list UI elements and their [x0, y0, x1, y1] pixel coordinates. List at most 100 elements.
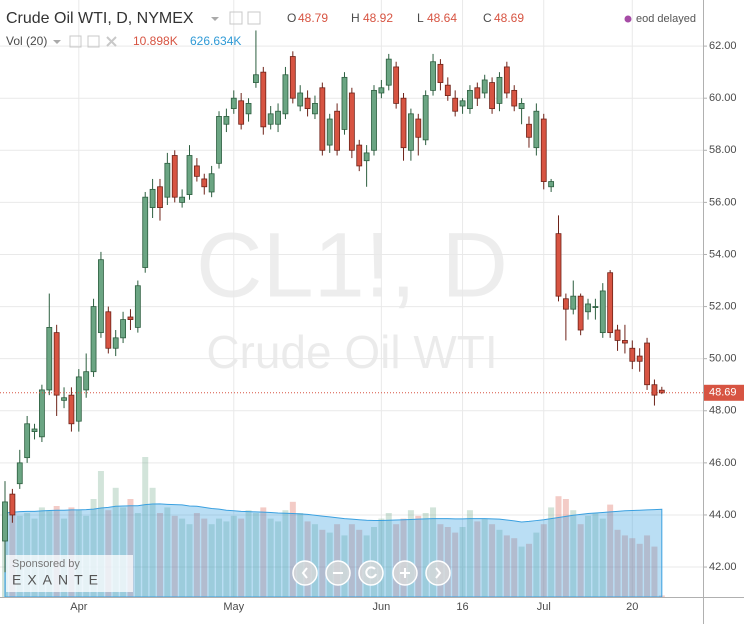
scroll-left-button[interactable] [292, 560, 318, 586]
volume-bar [201, 518, 208, 597]
candle-body [16, 462, 23, 485]
volume-bar [621, 535, 628, 597]
dropdown-icon[interactable] [211, 17, 219, 21]
volume-bar [142, 457, 149, 597]
volume-bar [186, 524, 193, 597]
volume-bar [548, 507, 555, 597]
scroll-right-button[interactable] [425, 560, 451, 586]
candle-body [533, 110, 540, 149]
candle-body [407, 113, 414, 151]
candle-body [629, 347, 636, 362]
y-tick-label: 42.00 [709, 561, 737, 573]
y-tick-label: 46.00 [709, 457, 737, 469]
x-tick-label: Jul [537, 601, 551, 613]
volume-bar [348, 524, 355, 597]
open-letter: O [287, 11, 296, 25]
volume-bar [134, 513, 141, 597]
volume-bar [607, 504, 614, 597]
volume-bar [489, 524, 496, 597]
candle-body [326, 118, 333, 146]
sponsor-box[interactable] [6, 555, 133, 592]
format-icon[interactable] [247, 11, 261, 25]
candle-body [459, 100, 466, 107]
candle-body [452, 97, 459, 112]
candle-body [275, 110, 281, 125]
volume-bar [275, 521, 282, 597]
candle-body [164, 162, 171, 198]
candle-body [437, 63, 444, 83]
candle-body [120, 319, 126, 339]
volume-bar [46, 510, 53, 597]
overlay: Sponsored by EXANTE [6, 555, 451, 592]
volume-title: Vol (20) [6, 34, 47, 48]
reset-button[interactable] [358, 560, 384, 586]
eye-icon[interactable] [69, 35, 82, 48]
last-price-tag [704, 384, 744, 401]
x-tick-label: 20 [626, 601, 638, 613]
candle-body [127, 316, 134, 320]
y-tick-label: 56.00 [709, 196, 737, 208]
candle-body [577, 295, 584, 331]
volume-bar [393, 524, 400, 597]
candle-body [46, 327, 53, 391]
volume-bar [496, 529, 503, 597]
candle-body [105, 311, 112, 349]
volume-bar [193, 513, 200, 597]
candle-body [142, 196, 149, 268]
volume-bar [577, 524, 584, 597]
candle-body [481, 79, 488, 94]
volume-bar [164, 507, 171, 597]
candle-body [2, 501, 8, 542]
y-tick-label: 50.00 [709, 353, 737, 365]
volume-bar [533, 532, 540, 597]
candle-body [267, 113, 274, 125]
close-icon[interactable] [106, 36, 117, 47]
volume-bar [511, 538, 518, 597]
low-letter: L [417, 11, 424, 25]
candle-body [622, 340, 628, 344]
candle-body [39, 389, 45, 438]
y-tick-label: 60.00 [709, 92, 737, 104]
high-letter: H [351, 11, 360, 25]
candle-layer [0, 30, 703, 573]
candle-body [548, 181, 555, 188]
candle-body [201, 178, 208, 188]
candle-body [304, 97, 311, 110]
volume-bar [430, 507, 437, 597]
candle-body [400, 97, 407, 149]
y-tick-label: 58.00 [709, 144, 737, 156]
volume-bar [592, 513, 599, 597]
candle-body [149, 188, 156, 208]
candle-body [378, 87, 385, 94]
low-value: 48.64 [427, 11, 457, 25]
volume-bar [260, 507, 267, 597]
dropdown-icon[interactable] [53, 40, 61, 44]
candle-body [112, 337, 119, 349]
arrow-icon [301, 567, 308, 579]
candle-body [68, 394, 75, 425]
last-price-label: 48.69 [709, 387, 737, 399]
candle-body [245, 103, 252, 115]
volume-bar [267, 518, 274, 597]
volume-bar [156, 513, 163, 597]
volume-bar [171, 515, 178, 597]
volume-layer [2, 457, 665, 598]
volume-bar [53, 506, 60, 597]
candle-body [83, 371, 90, 391]
candle-body [186, 155, 193, 195]
plus-icon [400, 568, 410, 578]
candle-body [496, 76, 503, 104]
candle-body [9, 493, 16, 516]
reset-icon [365, 566, 377, 579]
volume-bar [422, 513, 429, 597]
candle-body [179, 196, 186, 203]
settings-icon[interactable] [87, 35, 100, 48]
volume-bar [378, 518, 385, 597]
volume-bar [444, 527, 451, 597]
candle-body [570, 295, 577, 310]
volume-ma-area [4, 503, 663, 598]
settings-icon[interactable] [229, 11, 243, 25]
volume-bar [525, 543, 532, 597]
sponsor-label: Sponsored by [12, 558, 80, 570]
